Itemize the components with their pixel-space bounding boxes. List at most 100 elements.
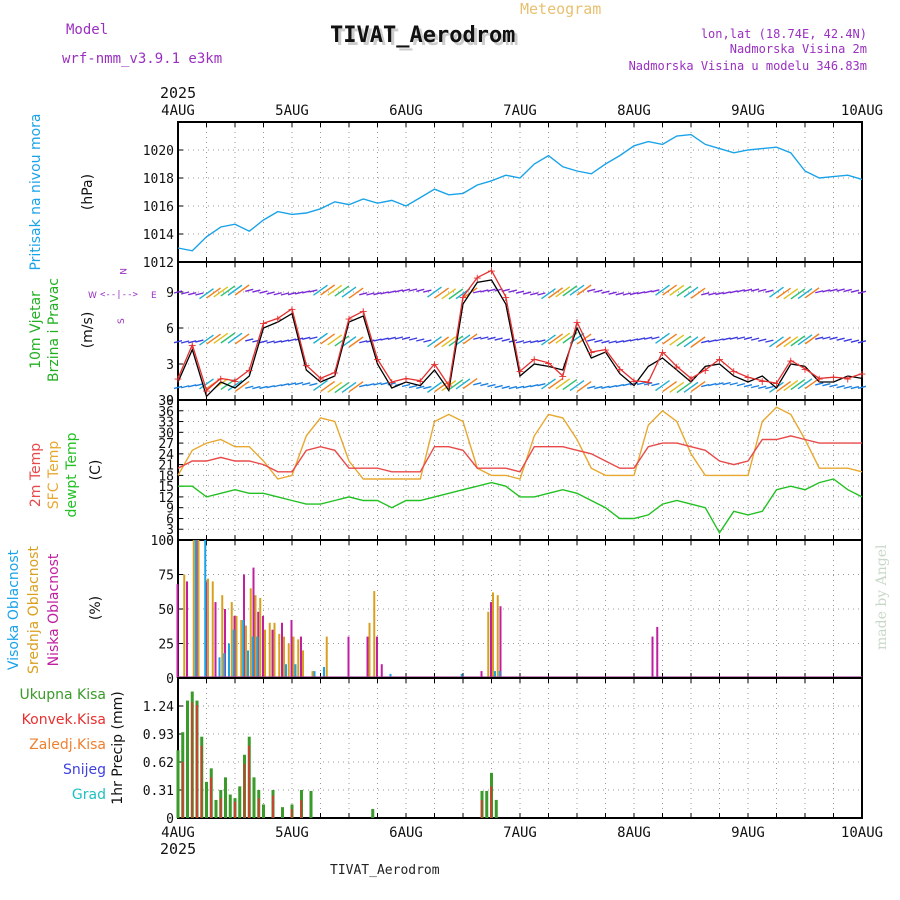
wind-arrow	[448, 379, 464, 391]
wind-speed-marker: +	[544, 357, 553, 370]
wind-arrow	[776, 336, 792, 348]
wind-arrow	[522, 340, 532, 344]
wind-arrow	[715, 338, 724, 342]
grid-precip	[178, 678, 862, 819]
wind-arrow	[769, 336, 784, 348]
y-tick-label-clouds: 50	[158, 603, 174, 618]
compass-w: W	[88, 291, 97, 301]
wind-arrow	[380, 337, 389, 341]
wind-arrow	[408, 288, 418, 292]
wind-arrow	[252, 385, 261, 390]
wind-arrow	[690, 336, 706, 348]
wind-arrow	[473, 290, 482, 294]
y-tick-label-temperature: 6	[166, 512, 174, 527]
wind-speed-marker: +	[686, 372, 695, 385]
high-cloud-bar	[389, 673, 392, 678]
y-tick-label-temperature: 9	[166, 502, 174, 517]
wind-arrow	[804, 333, 820, 345]
height-model-label: Nadmorska Visina u modelu 346.83m	[629, 59, 867, 73]
wind-arrow	[615, 340, 624, 344]
wind-speed-marker: +	[758, 375, 767, 388]
y-tick-label-temperature: 30	[158, 426, 174, 441]
wind-speed-marker: +	[387, 376, 396, 389]
low-cloud-bar	[490, 602, 492, 678]
wind-arrow	[487, 288, 496, 292]
wind-arrow	[594, 385, 603, 390]
wind-arrow	[548, 287, 564, 299]
y-tick-label-wind: 3	[166, 358, 174, 373]
wind-arrow	[416, 338, 425, 342]
wind-arrow	[366, 383, 375, 387]
wind-speed-marker: +	[644, 376, 653, 389]
precip-total-bar	[252, 777, 256, 818]
wind-arrow	[541, 288, 556, 300]
mid-cloud-bar	[325, 636, 328, 678]
high-cloud-bar	[294, 664, 297, 678]
wind-arrow	[587, 288, 596, 293]
wind-arrow	[220, 332, 236, 344]
wind-arrow	[401, 383, 411, 388]
wind-unit: (m/s)	[80, 312, 96, 349]
temp-title-dewpt: dewpt Temp	[64, 432, 80, 517]
precip-total-bar	[224, 777, 227, 818]
wind-arrow	[743, 336, 753, 341]
compass-s: S	[117, 318, 127, 324]
wind-arrow	[822, 289, 831, 293]
wind-arrow	[487, 383, 496, 388]
wind-arrow	[416, 288, 425, 292]
wind-speed-marker: +	[202, 384, 211, 397]
wind-arrow	[743, 288, 753, 292]
temp-title-2m: 2m Temp	[28, 443, 44, 507]
wind-arrow	[373, 338, 382, 342]
high-cloud-bar	[218, 657, 221, 678]
wind-arrow	[341, 286, 357, 298]
wind-arrow	[195, 383, 204, 387]
precip-convective-bar	[210, 777, 212, 818]
mid-cloud-bar	[273, 622, 276, 678]
wind-speed-marker: +	[572, 316, 581, 329]
wind-arrow	[541, 378, 556, 390]
wind-arrow	[601, 290, 610, 294]
wind-arrow	[341, 336, 357, 348]
model-label: Model	[66, 22, 108, 38]
high-cloud-bar	[232, 629, 235, 678]
model-name: wrf-nmm_v3.9.1 e3km	[62, 51, 222, 67]
grid-clouds	[178, 539, 862, 679]
precip-unit: 1hr Precip (mm)	[110, 691, 126, 804]
wind-arrow	[287, 382, 297, 386]
wind-arrow	[765, 339, 774, 343]
wind-arrow	[629, 338, 639, 342]
low-cloud-bar	[366, 636, 369, 678]
wind-arrow	[655, 380, 670, 392]
wind-arrow	[594, 289, 603, 293]
wind-arrow	[636, 337, 646, 341]
mid-cloud-bar	[249, 588, 252, 678]
wind-arrow	[708, 339, 717, 343]
wind-arrow	[815, 382, 824, 386]
x-tick-label-top: 6AUG	[389, 103, 423, 119]
low-cloud-bar	[347, 636, 350, 678]
y-tick-label-wind: 9	[166, 286, 174, 301]
wind-arrow	[487, 336, 496, 340]
mid-cloud-bar	[264, 629, 266, 678]
high-cloud-bar	[256, 636, 259, 678]
wind-arrow	[180, 385, 190, 389]
wind-title-1: 10m Vjetar	[28, 291, 44, 369]
low-cloud-bar	[376, 636, 378, 678]
wind-arrow	[373, 382, 382, 386]
wind-speed-marker: +	[173, 372, 182, 385]
wind-arrow	[313, 332, 328, 344]
wind-arrow	[480, 382, 489, 387]
wind-arrow	[804, 287, 820, 299]
wind-arrow	[273, 384, 282, 388]
wind-arrow	[408, 384, 418, 389]
wind-arrow	[683, 381, 699, 393]
low-cloud-bar	[300, 636, 302, 678]
wind-arrow	[401, 288, 411, 292]
precip-legend-0: Ukupna Kisa	[19, 687, 106, 703]
wind-arrow	[850, 289, 860, 293]
low-cloud-bar	[290, 620, 293, 678]
high-cloud-bar	[194, 540, 197, 678]
temp-title-sfc: SFC Temp	[46, 441, 62, 510]
wind-arrow	[836, 288, 845, 292]
